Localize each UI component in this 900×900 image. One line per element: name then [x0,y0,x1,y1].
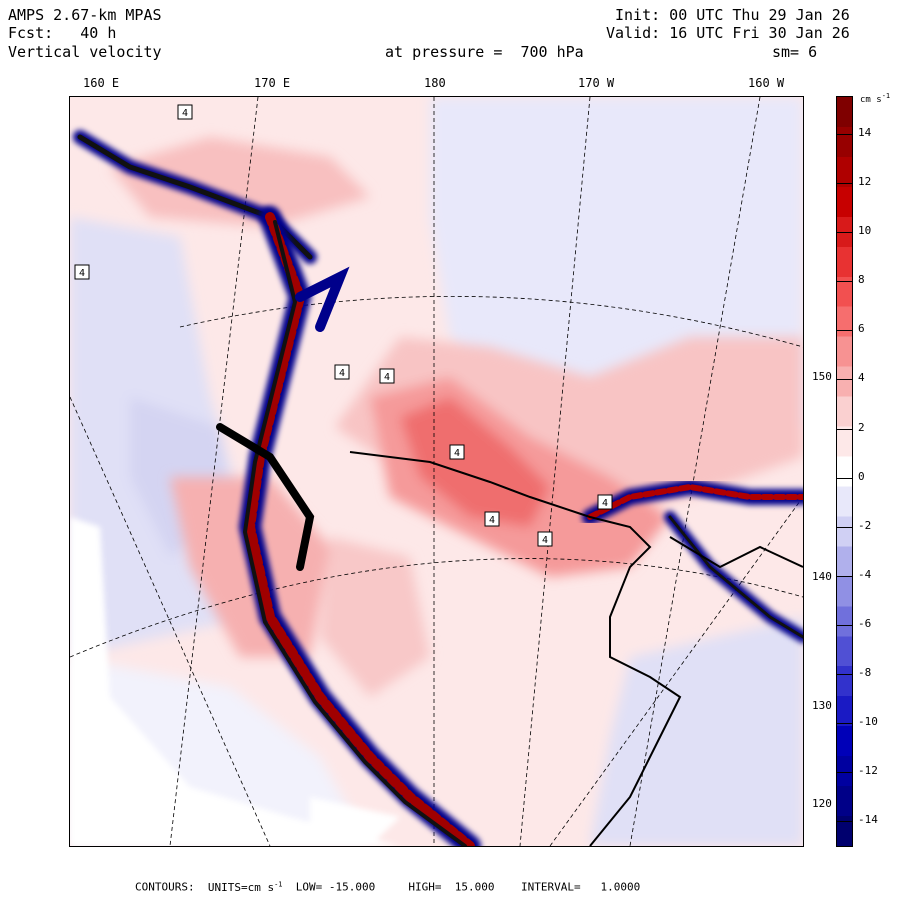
colorbar-separator [837,379,852,381]
contour-label: 4 [182,108,188,119]
parallel-2 [70,558,803,658]
colorbar-separator [837,232,852,234]
units-label: UNITS=cm s-1 [207,880,283,894]
colorbar-tick-label: -8 [858,666,872,680]
colorbar-separator [837,477,852,479]
lon-label-160e: 160 E [83,76,120,90]
contours-label: CONTOURS: [135,880,195,894]
colorbar-separator [837,281,852,283]
contour-label: 4 [384,372,390,383]
coastline [349,451,803,846]
contour-label: 4 [542,535,548,546]
contour-label: 4 [602,498,608,509]
lon-label-170w: 170 W [578,76,615,90]
vertical-velocity-map: 4 4 4 4 4 4 4 4 [69,96,804,847]
contour-label: 4 [489,515,495,526]
pressure-level: at pressure = 700 hPa [385,43,584,61]
contour-labels: 4 4 4 4 4 4 4 4 [74,104,613,547]
meridian-170w [519,97,591,846]
init-time: Init: 00 UTC Thu 29 Jan 26 [615,6,850,24]
graticule [70,97,803,846]
colorbar-separator [837,821,852,823]
low-value: LOW= -15.000 [295,880,376,894]
colorbar-separator [837,723,852,725]
lon-label-180: 180 [424,76,446,90]
colorbar-separator [837,674,852,676]
forecast-value: 40 h [80,24,117,42]
interval-value: INTERVAL= 1.0000 [520,880,641,894]
colorbar-separator [837,428,852,430]
colorbar-tick-label: -10 [858,715,878,729]
forecast-label: Fcst: [8,24,54,42]
valid-time: Valid: 16 UTC Fri 30 Jan 26 [606,24,850,42]
colorbar-tick-label: 6 [858,322,865,336]
colorbar-tick-label: 12 [858,174,872,188]
colorbar-separator [837,624,852,626]
neutral-areas [70,517,400,846]
colorbar-separator [837,526,852,528]
lon-label-170e: 170 E [254,76,291,90]
colorbar-tick-label: 2 [858,420,865,434]
colorbar-tick-label: -14 [858,813,878,827]
colorbar-tick-label: 14 [858,125,872,139]
parallel-1 [179,296,803,348]
colorbar-tick-label: 0 [858,469,865,483]
high-value: HIGH= 15.000 [408,880,495,894]
colorbar-tick-label: -4 [858,567,872,581]
contour-label: 4 [339,368,345,379]
contour-info: CONTOURS: UNITS=cm s-1 LOW= -15.000 HIGH… [135,880,640,894]
lon-label-160w: 160 W [748,76,785,90]
colorbar-tick-label: -2 [858,518,872,532]
contour-label: 4 [454,448,460,459]
colorbar-tick-label: 10 [858,224,872,238]
colorbar-tick-label: -12 [858,764,878,778]
colorbar-tick-label: -6 [858,616,872,630]
contour-label: 4 [79,268,85,279]
mountain-wave-band [73,130,803,846]
colorbar-separator [837,575,852,577]
forecast-hour: Fcst: 40 h [8,24,116,42]
colorbar-tick-label: 4 [858,371,865,385]
meridian-160w [629,97,761,846]
colorbar [836,96,853,847]
smoothing-label: sm= 6 [772,43,818,61]
colorbar-separator [837,330,852,332]
model-title: AMPS 2.67-km MPAS [8,6,162,24]
colorbar-separator [837,182,852,184]
meridian-150w [549,496,803,846]
colorbar-separator [837,772,852,774]
colorbar-tick-label: 8 [858,273,865,287]
meridian-150e [70,396,271,846]
updraft-plume [110,137,803,697]
colorbar-separator [837,133,852,135]
colorbar-units: cm s-1 [860,92,891,105]
field-name: Vertical velocity [8,43,162,61]
